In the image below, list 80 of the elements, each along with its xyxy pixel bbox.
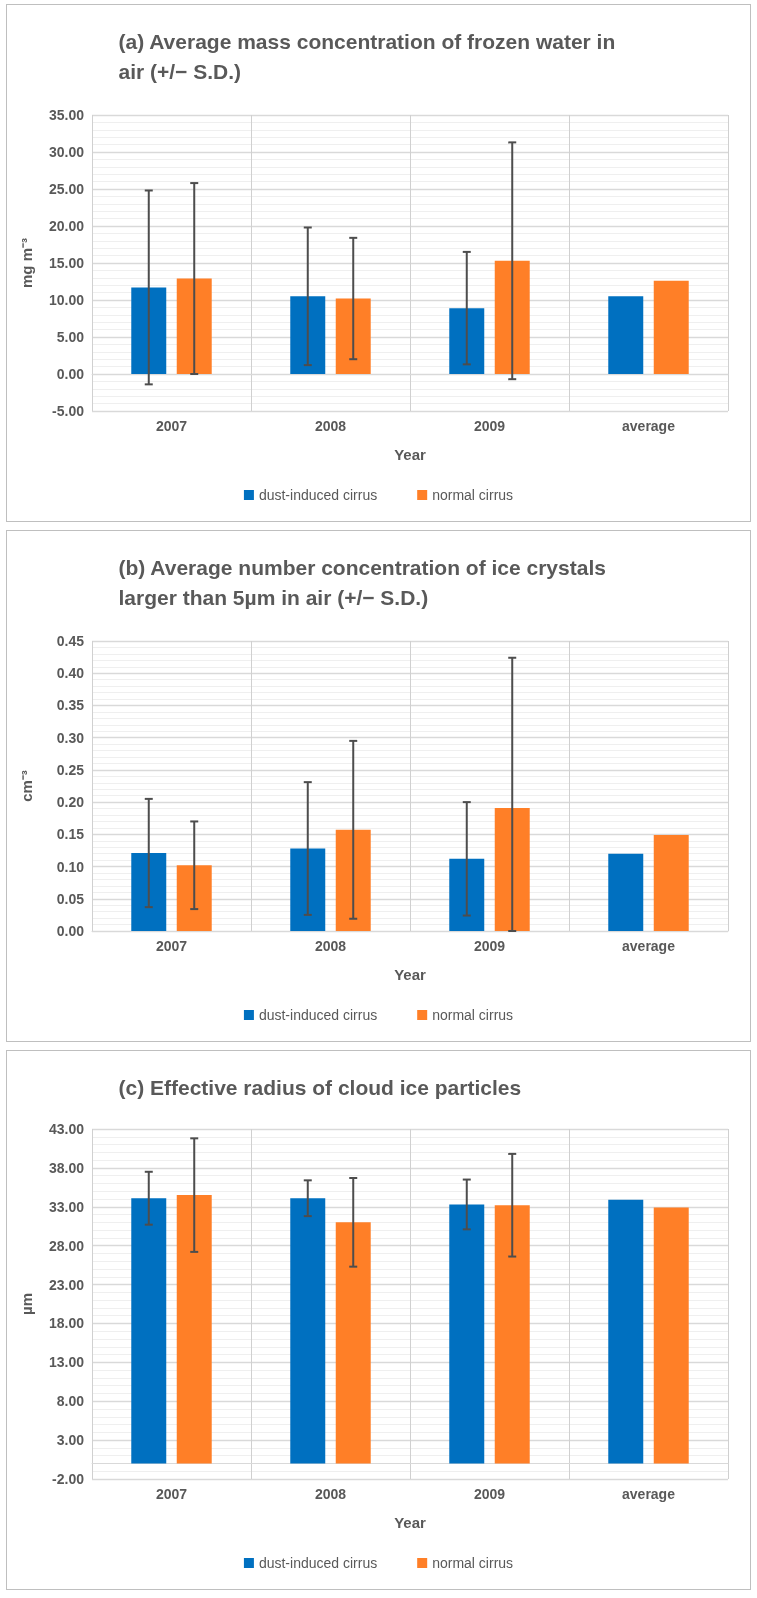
x-axis-title: Year — [394, 966, 427, 983]
bar — [176, 1195, 212, 1464]
x-tick-label: 2009 — [473, 418, 506, 434]
y-tick-label: 43.00 — [48, 1121, 85, 1137]
legend-label: normal cirrus — [432, 1555, 514, 1571]
bar — [335, 829, 371, 931]
bar — [290, 296, 326, 374]
x-tick-label: average — [622, 938, 676, 954]
bar — [653, 834, 689, 931]
bar — [449, 308, 485, 374]
x-axis-title: Year — [394, 1514, 427, 1531]
chart-title: (b) Average number concentration of ice crystals larger than 5µm in air (+/− S.D.) — [118, 555, 612, 609]
x-tick-label: 2008 — [314, 1486, 347, 1502]
y-tick-label: 0.40 — [56, 665, 85, 682]
bar — [449, 858, 485, 931]
legend-label: dust-induced cirrus — [258, 487, 378, 503]
legend-label: dust-induced cirrus — [258, 1555, 378, 1571]
chart-title: (c) Effective radius of cloud ice particles — [118, 1075, 522, 1099]
y-tick-label: 10.00 — [48, 292, 85, 308]
y-tick-label: 8.00 — [56, 1393, 85, 1410]
bar — [494, 807, 530, 931]
y-tick-label: 25.00 — [48, 181, 85, 197]
bar — [608, 1199, 644, 1464]
x-tick-label: 2008 — [314, 418, 347, 434]
y-tick-label: -2.00 — [52, 1471, 85, 1487]
y-tick-label: 5.00 — [56, 329, 85, 345]
x-tick-label: 2009 — [473, 1486, 506, 1502]
y-tick-label: 0.05 — [56, 890, 85, 907]
y-tick-label: 0.00 — [56, 923, 85, 939]
bar — [653, 280, 689, 374]
bar — [494, 260, 530, 374]
y-tick-label: 0.30 — [56, 729, 85, 746]
chart-title: (a) Average mass concentration of frozen water in air (+/− S.D.) — [118, 29, 622, 83]
y-tick-label: 20.00 — [48, 218, 85, 234]
x-axis-title: Year — [394, 446, 427, 463]
bar — [290, 848, 326, 931]
bar — [131, 287, 167, 374]
y-tick-label: 15.00 — [48, 255, 85, 271]
bar — [131, 1198, 167, 1464]
bar — [608, 296, 644, 374]
x-tick-label: 2007 — [155, 1486, 188, 1502]
y-tick-label: 33.00 — [48, 1198, 85, 1215]
bar — [653, 1207, 689, 1464]
bar — [494, 1205, 530, 1464]
legend-label: dust-induced cirrus — [258, 1007, 378, 1023]
legend-label: normal cirrus — [432, 1007, 514, 1023]
bar — [131, 853, 167, 931]
x-tick-label: 2007 — [155, 418, 188, 434]
bar — [449, 1204, 485, 1464]
x-tick-label: average — [622, 1486, 676, 1502]
y-tick-label: 0.45 — [56, 633, 85, 649]
bar — [335, 1222, 371, 1464]
legend-label: normal cirrus — [432, 487, 514, 503]
y-tick-label: 0.20 — [56, 794, 85, 811]
x-tick-label: 2008 — [314, 938, 347, 954]
bar — [176, 865, 212, 931]
y-axis-title: µm — [18, 1293, 35, 1315]
y-tick-label: 0.00 — [56, 366, 85, 382]
y-tick-label: 0.10 — [56, 858, 85, 875]
y-tick-label: 0.15 — [56, 826, 85, 843]
y-tick-label: -5.00 — [52, 403, 85, 419]
y-tick-label: 35.00 — [48, 107, 85, 123]
y-tick-label: 13.00 — [48, 1354, 85, 1371]
y-tick-label: 0.35 — [56, 697, 85, 714]
y-tick-label: 38.00 — [48, 1159, 85, 1176]
y-axis-title: mg m⁻³ — [18, 238, 35, 288]
bar — [335, 298, 371, 374]
y-tick-label: 30.00 — [48, 144, 85, 160]
bar — [176, 278, 212, 374]
bar — [290, 1198, 326, 1464]
y-tick-label: 0.25 — [56, 761, 85, 778]
y-tick-label: 18.00 — [48, 1315, 85, 1332]
y-tick-label: 3.00 — [56, 1432, 85, 1449]
x-tick-label: average — [622, 418, 676, 434]
bar — [608, 853, 644, 931]
y-tick-label: 23.00 — [48, 1276, 85, 1293]
y-axis-title: cm⁻³ — [18, 770, 35, 802]
y-tick-label: 28.00 — [48, 1237, 85, 1254]
x-tick-label: 2009 — [473, 938, 506, 954]
x-tick-label: 2007 — [155, 938, 188, 954]
